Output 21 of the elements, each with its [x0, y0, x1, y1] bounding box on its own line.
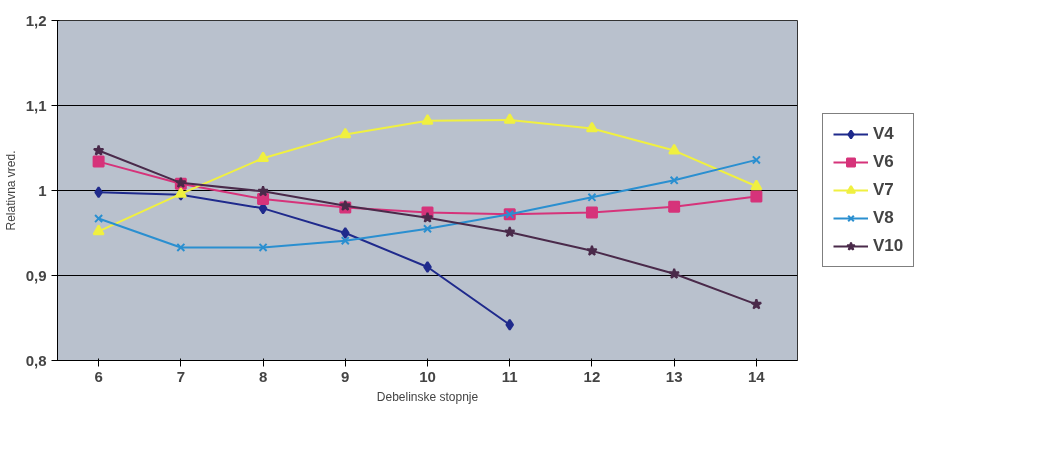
x-tick-label: 12: [583, 367, 601, 385]
x-axis-title: Debelinske stopnje: [376, 389, 479, 404]
y-tick-label: 0,9: [25, 266, 47, 284]
legend-label: V4: [873, 124, 894, 144]
x-tick-label: 13: [665, 367, 683, 385]
y-tick-label: 1,2: [25, 11, 47, 29]
legend-label: V6: [873, 152, 894, 172]
legend-label: V7: [873, 180, 894, 200]
x-tick-label: 6: [94, 367, 103, 385]
x-tick-label: 10: [419, 367, 436, 385]
x-tick-label: 14: [748, 367, 766, 385]
y-tick-label: 0,8: [25, 351, 47, 369]
y-tick-label: 1,1: [25, 96, 47, 114]
legend-label: V8: [873, 208, 894, 228]
legend-label: V10: [873, 236, 904, 256]
y-tick-label: 1: [38, 181, 47, 199]
x-tick-label: 8: [258, 367, 268, 385]
y-axis-title: Relativna vred.: [3, 150, 18, 231]
x-tick-label: 11: [501, 367, 518, 385]
x-tick-label: 7: [176, 367, 186, 385]
x-tick-label: 9: [341, 367, 350, 385]
